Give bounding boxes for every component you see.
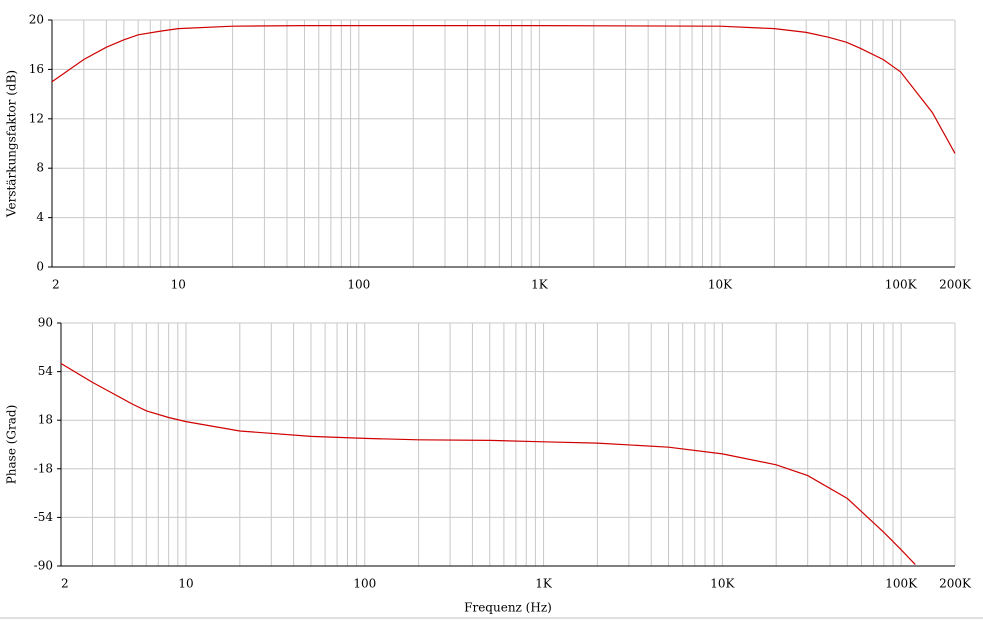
y-tick-label: 20 [29,13,44,27]
y-tick-label: -90 [34,559,53,573]
x-tick-label: 10K [708,278,733,292]
x-tick-label: 1K [531,278,549,292]
x-tick-label: 1K [535,577,553,591]
x-tick-label: 2 [52,278,60,292]
x-tick-label: 100 [347,278,370,292]
y-tick-label: 8 [36,161,44,175]
x-tick-label: 200K [939,278,972,292]
y-axis-label: Verstärkungsfaktor (dB) [5,70,19,218]
y-tick-label: -18 [34,461,53,475]
y-tick-label: 0 [36,260,44,274]
y-tick-label: 54 [38,364,54,378]
x-tick-label: 10K [710,577,735,591]
x-tick-label: 2 [61,577,69,591]
y-tick-label: 12 [29,111,44,125]
y-tick-label: -54 [34,510,54,524]
y-tick-label: 18 [38,413,53,427]
x-tick-label: 10 [178,577,193,591]
x-tick-label: 100K [885,577,918,591]
curve [51,25,956,154]
x-tick-label: 100 [353,577,376,591]
x-tick-label: 200K [939,577,972,591]
curve [60,362,916,566]
x-tick-label: 100K [885,278,918,292]
x-tick-label: 10 [171,278,186,292]
x-axis-label: Frequenz (Hz) [464,601,552,615]
y-tick-label: 90 [38,316,53,330]
y-tick-label: 4 [36,210,44,224]
y-axis-label: Phase (Grad) [5,405,19,485]
y-tick-label: 16 [29,62,44,76]
